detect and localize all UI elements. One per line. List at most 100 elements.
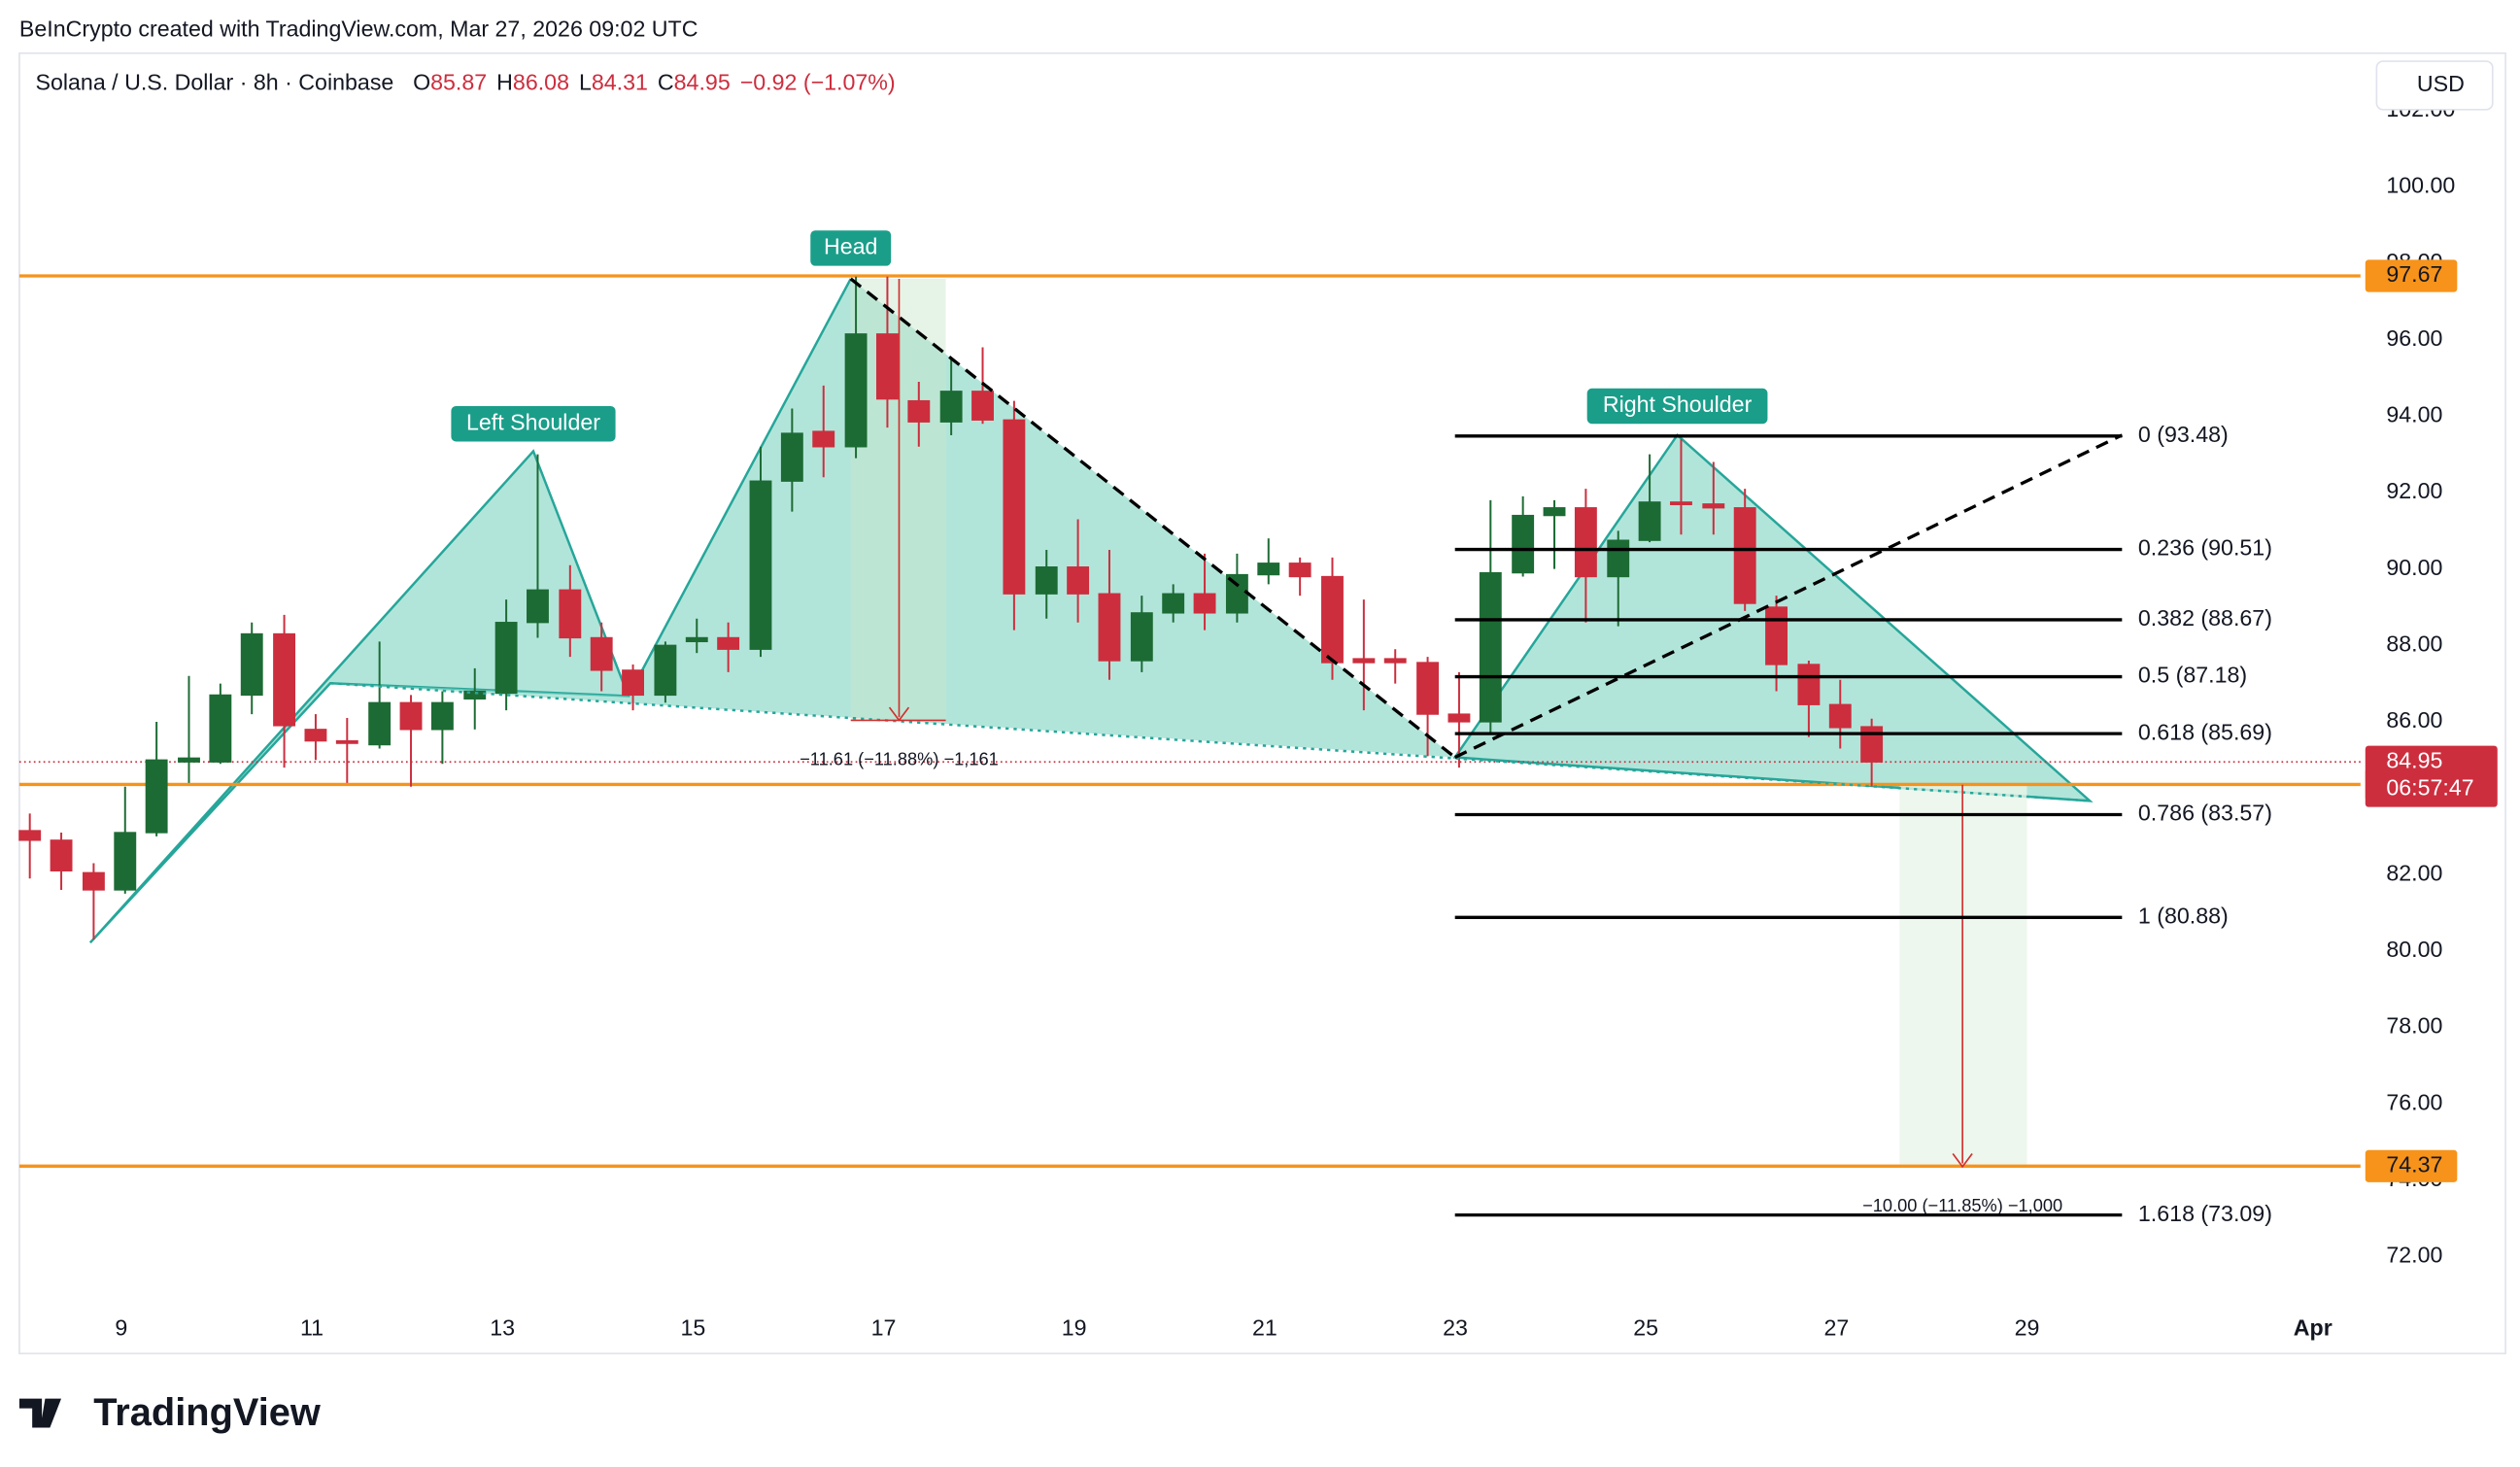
candle-body xyxy=(494,622,518,695)
candle-body xyxy=(1574,507,1597,578)
label-box xyxy=(810,230,892,266)
candle-body xyxy=(1543,507,1566,517)
candle-body xyxy=(590,636,613,671)
legend-key: H xyxy=(496,69,513,94)
candle-body xyxy=(1447,713,1471,723)
legend-key: L xyxy=(579,69,592,94)
fib-trend-line xyxy=(1453,433,2124,760)
pattern-label: Left Shoulder xyxy=(466,409,600,434)
candle-body xyxy=(18,830,42,841)
candle-body xyxy=(1321,575,1344,664)
logo-mark xyxy=(18,1398,62,1428)
candle-body xyxy=(335,739,358,744)
y-tick-label: 92.00 xyxy=(2386,478,2442,503)
countdown: 06:57:47 xyxy=(2386,775,2473,801)
price-label: 97.67 xyxy=(2386,261,2442,287)
x-tick-label: 25 xyxy=(1633,1314,1658,1340)
legend-key: O xyxy=(413,69,430,94)
candle-body xyxy=(717,636,740,650)
candle-body xyxy=(209,694,232,763)
candle-body xyxy=(1479,571,1502,723)
x-tick-label: 29 xyxy=(2015,1314,2040,1340)
x-tick-label: 15 xyxy=(680,1314,705,1340)
candle-body xyxy=(971,391,994,421)
fib-label: 1.618 (73.09) xyxy=(2138,1201,2272,1226)
measure-label: −10.00 (−11.85%) −1,000 xyxy=(1862,1195,2062,1215)
candle-body xyxy=(1098,593,1121,662)
legend-value: 86.08 xyxy=(513,69,569,94)
candle-body xyxy=(780,432,803,482)
y-tick-label: 88.00 xyxy=(2386,631,2442,656)
fib-label: 1 (80.88) xyxy=(2138,903,2229,928)
y-tick-label: 94.00 xyxy=(2386,401,2442,426)
candle-body xyxy=(1352,658,1376,664)
candle-body xyxy=(1162,593,1185,614)
candle-body xyxy=(368,701,392,746)
fib-label: 0.786 (83.57) xyxy=(2138,801,2272,826)
candle-body xyxy=(114,832,137,891)
candle-body xyxy=(145,759,168,834)
y-tick-label: 72.00 xyxy=(2386,1243,2442,1268)
candle-body xyxy=(875,333,899,400)
candle-body xyxy=(1733,507,1756,604)
legend-ohlc: O85.87 H86.08 L84.31 C84.95 −0.92 (−1.07%) xyxy=(413,69,896,94)
head-edge xyxy=(627,278,852,698)
candle-body xyxy=(463,690,487,700)
pattern-label: Right Shoulder xyxy=(1603,392,1753,417)
candle-body xyxy=(939,391,963,423)
candle-body xyxy=(622,669,645,697)
candle-body xyxy=(178,757,200,763)
candle-body xyxy=(907,399,931,423)
candle-body xyxy=(399,701,423,731)
candle-body xyxy=(1702,503,1725,509)
candle-body xyxy=(1416,662,1440,715)
current-price: 84.95 xyxy=(2386,747,2442,772)
y-tick-label: 96.00 xyxy=(2386,325,2442,351)
head-shape xyxy=(330,278,1455,758)
x-tick-label: 11 xyxy=(300,1314,324,1340)
brand-logo: TradingView xyxy=(18,1391,322,1434)
candle-body xyxy=(685,636,708,643)
fib-label: 0.382 (88.67) xyxy=(2138,605,2272,631)
candle-body xyxy=(1257,563,1280,576)
x-tick-label: 19 xyxy=(1062,1314,1087,1340)
legend-key: C xyxy=(658,69,674,94)
candle-body xyxy=(304,729,327,742)
candle-body xyxy=(1067,566,1090,595)
candle-body xyxy=(240,632,263,697)
candle-body xyxy=(812,430,835,448)
candle-body xyxy=(654,644,677,697)
y-tick-label: 78.00 xyxy=(2386,1013,2442,1039)
candle-body xyxy=(1288,563,1311,578)
y-tick-label: 100.00 xyxy=(2386,173,2455,198)
candle-body xyxy=(1797,664,1821,705)
fib-label: 0.5 (87.18) xyxy=(2138,663,2247,688)
candle-body xyxy=(749,480,772,650)
legend: Solana / U.S. Dollar · 8h · Coinbase O85… xyxy=(35,69,895,94)
candle-body xyxy=(430,701,454,731)
candle-body xyxy=(1383,658,1407,664)
candle-body xyxy=(1607,539,1630,578)
pattern-label: Head xyxy=(824,234,877,259)
candle-body xyxy=(50,839,73,871)
candle-body xyxy=(1670,501,1692,505)
trend-line xyxy=(849,277,1456,759)
current-price-box xyxy=(2365,745,2498,807)
legend-value: 84.95 xyxy=(674,69,731,94)
brand: TradingView xyxy=(93,1391,322,1434)
y-tick-label: 90.00 xyxy=(2386,555,2442,580)
candle-body xyxy=(1193,593,1216,614)
candle-body xyxy=(82,871,105,891)
fib-label: 0.236 (90.51) xyxy=(2138,535,2272,561)
label-box xyxy=(1586,388,1768,425)
header: BeInCrypto created with TradingView.com,… xyxy=(19,17,698,42)
price-label: 74.37 xyxy=(2386,1151,2442,1177)
candle-body xyxy=(1765,606,1788,665)
x-tick-label: 9 xyxy=(115,1314,127,1340)
x-tick-label: Apr xyxy=(2294,1314,2333,1340)
fib-label: 0 (93.48) xyxy=(2138,422,2229,447)
candle-body xyxy=(527,589,549,624)
measure-label: −11.61 (−11.88%) −1,161 xyxy=(800,749,999,769)
x-tick-label: 13 xyxy=(490,1314,515,1340)
